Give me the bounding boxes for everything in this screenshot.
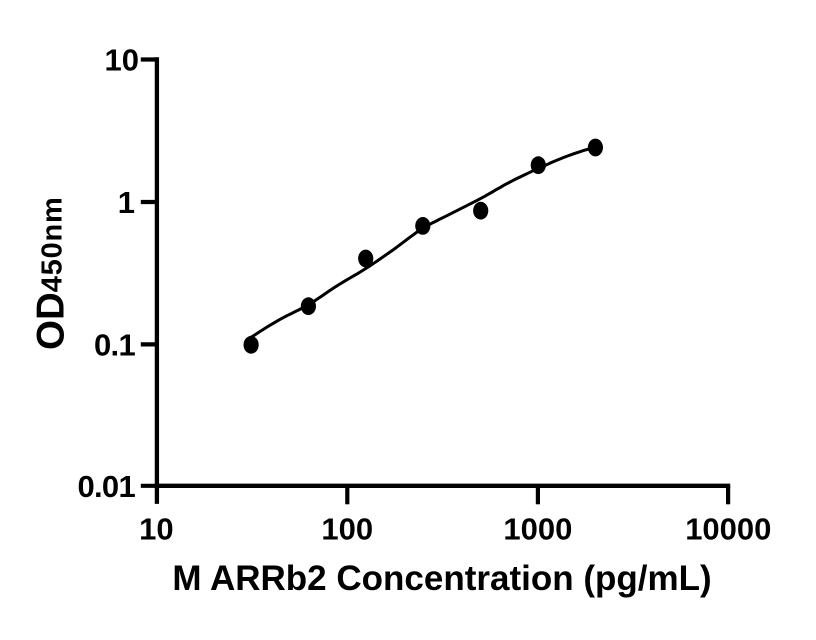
svg-text:1: 1 xyxy=(118,185,135,220)
svg-text:0.1: 0.1 xyxy=(94,327,135,362)
svg-text:M ARRb2 Concentration (pg/mL): M ARRb2 Concentration (pg/mL) xyxy=(172,559,711,598)
svg-text:10000: 10000 xyxy=(685,512,771,547)
svg-text:1000: 1000 xyxy=(503,512,572,547)
svg-text:100: 100 xyxy=(321,512,373,547)
svg-text:0.01: 0.01 xyxy=(77,469,135,504)
svg-text:OD450nm: OD450nm xyxy=(30,196,73,350)
svg-text:10: 10 xyxy=(105,43,139,78)
svg-text:10: 10 xyxy=(139,512,173,547)
